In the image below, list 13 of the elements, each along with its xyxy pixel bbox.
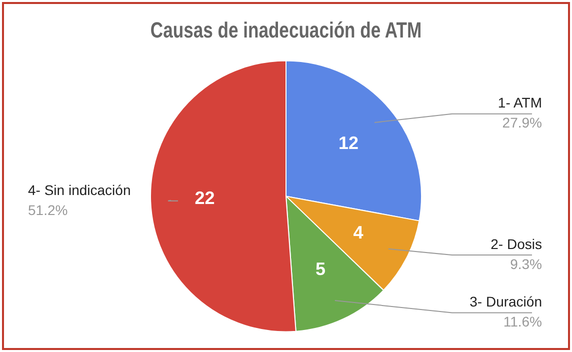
slice-label: 1- ATM [498,94,542,111]
slice-label: 3- Duración [470,294,542,310]
slice-label: 2- Dosis [490,236,542,252]
text: 27.9% [502,114,542,131]
data-label: 12 [338,133,359,154]
text: 11.6% [503,314,542,330]
chart-title: Causas de inadecuación de ATM [150,18,422,43]
slice-label: 4- Sin indicación [28,182,131,198]
text: 9.3% [510,256,542,272]
data-label: 4 [353,222,364,242]
text: 51.2% [28,202,68,218]
data-label: 22 [194,188,215,208]
data-label: 5 [316,258,326,279]
